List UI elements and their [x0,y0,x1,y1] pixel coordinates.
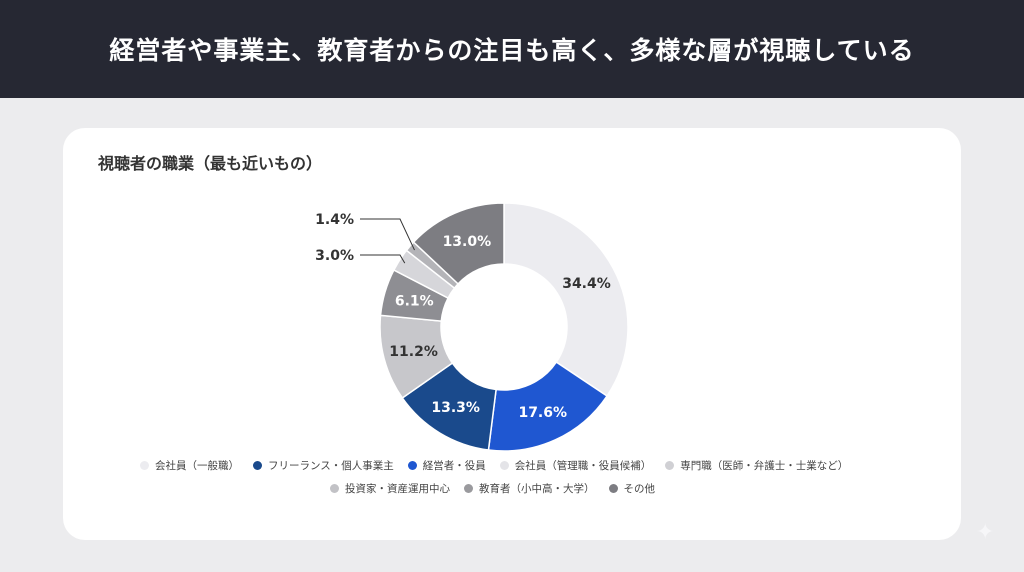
slice-value-label: 13.0% [443,234,492,250]
donut-slice [503,202,629,398]
chart-title: 視聴者の職業（最も近いもの） [98,154,323,173]
slice-value-label: 1.4% [315,212,354,228]
legend-swatch [407,461,417,470]
legend-label: フリーランス・個人事業主 [268,460,394,472]
legend-item: 専門職（医師・弁護士・士業など） [665,458,848,473]
legend-row: 会社員（一般職） フリーランス・個人事業主 経営者・役員 会社員（管理職・役員候補） 専… [140,458,900,473]
donut-slice [412,202,505,285]
slice-value-label: 3.0% [315,248,354,264]
legend-label: 教育者（小中高・大学） [479,483,595,495]
legend-swatch [665,461,675,470]
legend-label: 会社員（管理職・役員候補） [514,460,652,472]
header-bar: 経営者や事業主、教育者からの注目も高く、多様な層が視聴している [0,0,1024,98]
legend-swatch [253,461,262,470]
legend-item: 会社員（一般職） [140,458,239,473]
legend-swatch [330,484,339,493]
page-title: 経営者や事業主、教育者からの注目も高く、多様な層が視聴している [109,36,915,65]
legend-item: 経営者・役員 [407,458,486,473]
legend-item: フリーランス・個人事業主 [253,458,394,473]
sparkle-icon: ✦ [976,520,995,545]
legend-swatch [464,484,473,493]
legend-label: 会社員（一般職） [155,460,239,472]
legend-label: 経営者・役員 [422,460,486,472]
legend-swatch [499,461,509,470]
slice-value-label: 34.4% [562,276,611,292]
legend-swatch [608,484,618,493]
slice-value-label: 6.1% [395,294,434,310]
legend-label: 投資家・資産運用中心 [345,483,450,495]
legend-item: その他 [608,481,656,496]
slice-value-label: 11.2% [389,344,438,360]
slice-value-label: 13.3% [431,400,480,416]
legend-swatch [140,461,149,470]
legend-label: その他 [623,483,656,495]
legend-row: 投資家・資産運用中心 教育者（小中高・大学） その他 [140,481,900,496]
legend-item: 会社員（管理職・役員候補） [499,458,652,473]
chart-card [63,128,961,540]
legend-item: 教育者（小中高・大学） [464,481,595,496]
chart-legend: 会社員（一般職） フリーランス・個人事業主 経営者・役員 会社員（管理職・役員候補） 専… [140,458,900,504]
callout-line [360,254,406,264]
callout-line [360,218,415,251]
legend-label: 専門職（医師・弁護士・士業など） [680,460,849,472]
legend-item: 投資家・資産運用中心 [330,481,450,496]
slice-value-label: 17.6% [518,405,567,421]
